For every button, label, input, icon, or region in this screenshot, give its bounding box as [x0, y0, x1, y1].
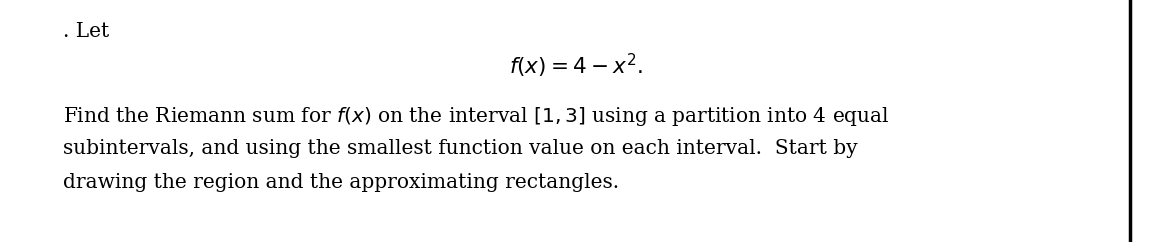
Text: $f(x) = 4 - x^2.$: $f(x) = 4 - x^2.$	[509, 52, 642, 80]
Text: . Let: . Let	[63, 22, 109, 41]
Text: subintervals, and using the smallest function value on each interval.  Start by: subintervals, and using the smallest fun…	[63, 139, 857, 158]
Text: drawing the region and the approximating rectangles.: drawing the region and the approximating…	[63, 173, 619, 192]
Text: Find the Riemann sum for $f(x)$ on the interval $[1, 3]$ using a partition into : Find the Riemann sum for $f(x)$ on the i…	[63, 105, 890, 128]
